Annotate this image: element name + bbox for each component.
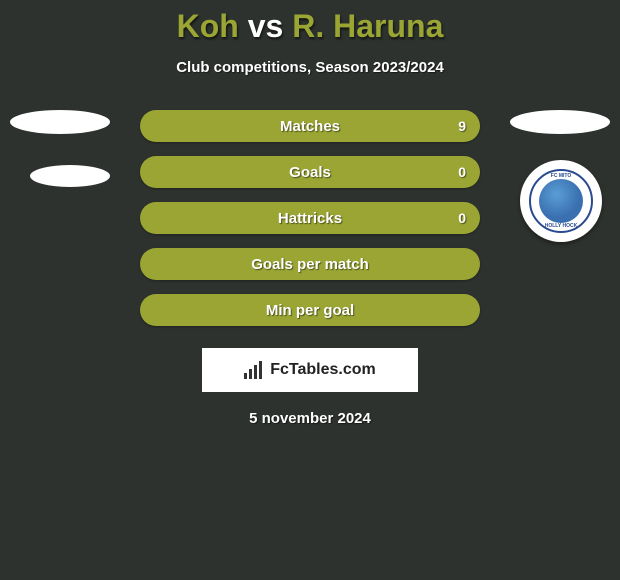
stat-row-container: Matches 9 [0, 110, 620, 142]
stat-row: Matches 9 [140, 110, 480, 142]
stat-label: Hattricks [278, 210, 342, 227]
title-player1: Koh [177, 8, 239, 44]
season-subtitle: Club competitions, Season 2023/2024 [0, 59, 620, 76]
stat-row-container: Hattricks 0 [0, 202, 620, 234]
stats-comparison: FC MITO HOLLY HOCK Matches9Goals0Hattric… [0, 110, 620, 326]
stat-row-container: Goals 0 [0, 156, 620, 188]
stat-value: 9 [458, 118, 466, 134]
title-player2: R. Haruna [292, 8, 443, 44]
date-text: 5 november 2024 [0, 410, 620, 427]
stat-value: 0 [458, 164, 466, 180]
stats-rows-container: Matches 9 Goals 0 Hattricks 0 Goals per match M… [0, 110, 620, 326]
stat-row: Min per goal [140, 294, 480, 326]
stat-row: Goals per match [140, 248, 480, 280]
stat-value: 0 [458, 210, 466, 226]
stat-row-container: Goals per match [0, 248, 620, 280]
stat-row-container: Min per goal [0, 294, 620, 326]
stat-row: Goals 0 [140, 156, 480, 188]
stat-label: Min per goal [266, 302, 354, 319]
watermark[interactable]: FcTables.com [202, 348, 418, 392]
stat-label: Matches [280, 118, 340, 135]
stat-row: Hattricks 0 [140, 202, 480, 234]
watermark-text: FcTables.com [270, 361, 376, 379]
title-vs: vs [239, 8, 292, 44]
stat-label: Goals [289, 164, 331, 181]
comparison-title: Koh vs R. Haruna [0, 0, 620, 45]
stat-label: Goals per match [251, 256, 369, 273]
chart-icon [244, 361, 266, 379]
